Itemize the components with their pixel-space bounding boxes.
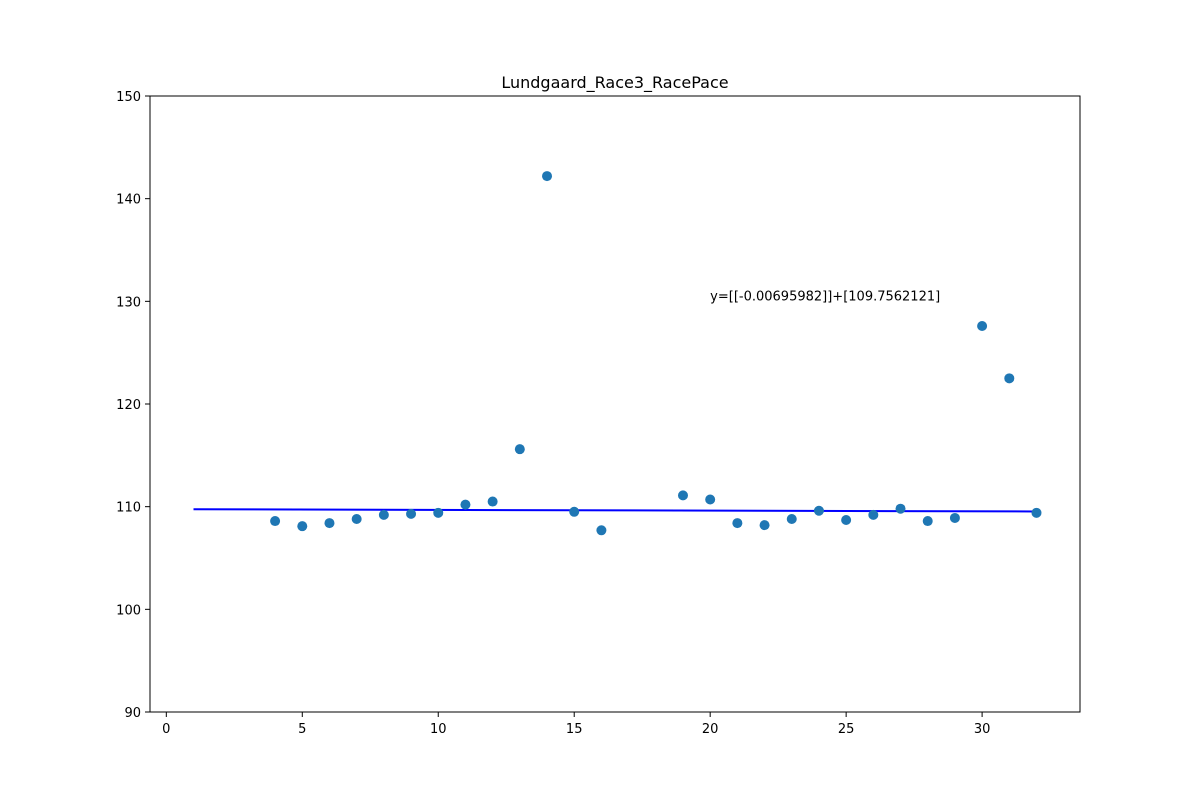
data-point bbox=[677, 490, 688, 501]
data-point bbox=[569, 506, 580, 517]
data-point bbox=[786, 513, 797, 524]
x-tick-label: 5 bbox=[298, 722, 306, 737]
data-point bbox=[270, 516, 281, 527]
data-point bbox=[868, 509, 879, 520]
data-point bbox=[759, 520, 770, 531]
data-point bbox=[977, 320, 988, 331]
fit-equation-annotation: y=[[-0.00695982]]+[109.7562121] bbox=[710, 289, 940, 304]
data-point bbox=[1031, 507, 1042, 518]
data-point bbox=[895, 503, 906, 514]
data-point bbox=[433, 507, 444, 518]
fit-line bbox=[193, 508, 1037, 513]
data-point bbox=[460, 499, 471, 510]
y-tick-label: 150 bbox=[116, 90, 141, 105]
x-tick-label: 10 bbox=[430, 722, 447, 737]
data-point bbox=[487, 496, 498, 507]
data-point bbox=[596, 525, 607, 536]
y-tick-label: 90 bbox=[124, 706, 141, 721]
y-axis: 90 100 110 120 130 140 150 bbox=[116, 90, 150, 721]
plot-frame bbox=[149, 95, 1081, 713]
data-point bbox=[324, 518, 335, 529]
y-tick-label: 130 bbox=[116, 295, 141, 310]
data-point bbox=[1004, 373, 1015, 384]
data-point bbox=[813, 505, 824, 516]
x-tick-label: 0 bbox=[162, 722, 170, 737]
chart-title: Lundgaard_Race3_RacePace bbox=[501, 73, 728, 93]
y-tick-label: 100 bbox=[116, 603, 141, 618]
y-tick-label: 120 bbox=[116, 398, 141, 413]
x-axis: 0 5 10 15 20 25 30 bbox=[162, 712, 990, 737]
x-tick-label: 15 bbox=[566, 722, 583, 737]
data-point bbox=[542, 171, 553, 182]
y-tick-label: 110 bbox=[116, 501, 141, 516]
data-point bbox=[351, 513, 362, 524]
data-point bbox=[378, 509, 389, 520]
x-tick-label: 30 bbox=[974, 722, 991, 737]
data-point bbox=[514, 444, 525, 455]
points-layer bbox=[270, 171, 1042, 536]
data-point bbox=[732, 518, 743, 529]
data-point bbox=[841, 515, 852, 526]
fit-line-layer bbox=[193, 508, 1037, 513]
data-point bbox=[705, 494, 716, 505]
data-point bbox=[949, 512, 960, 523]
data-point bbox=[406, 508, 417, 519]
y-tick-label: 140 bbox=[116, 193, 141, 208]
x-tick-label: 20 bbox=[702, 722, 719, 737]
x-tick-label: 25 bbox=[838, 722, 855, 737]
data-point bbox=[297, 521, 308, 532]
data-point bbox=[922, 516, 933, 527]
